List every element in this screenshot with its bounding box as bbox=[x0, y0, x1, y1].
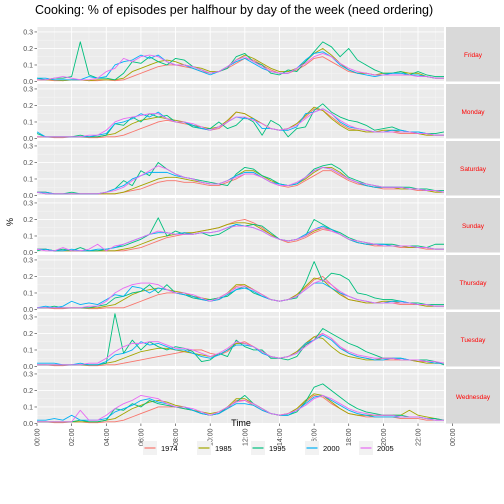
x-tick-label: 00:00 bbox=[35, 428, 42, 446]
facet-label: Tuesday bbox=[461, 337, 486, 344]
y-tick-label: 0.3 bbox=[23, 86, 33, 93]
panel-sunday: 0.0 0.1 0.2 0.3 Sunday bbox=[23, 198, 500, 257]
x-tick-label: 12:00 bbox=[242, 428, 249, 446]
y-tick-label: 0.1 bbox=[23, 404, 33, 411]
facet-label: Monday bbox=[461, 109, 485, 116]
panel-wednesday: 0.0 0.1 0.2 0.3 Wednesday bbox=[23, 369, 500, 428]
series-line-1995 bbox=[37, 261, 444, 309]
facet-label: Friday bbox=[464, 52, 483, 59]
y-tick-label: 0.1 bbox=[23, 233, 33, 240]
y-tick-label: 0.3 bbox=[23, 143, 33, 150]
y-tick-label: 0.1 bbox=[23, 62, 33, 69]
legend: 1974 1985 1995 2000 2005 bbox=[143, 441, 394, 455]
panels: 0.00.10.20.3Friday0.00.10.20.3Monday0.00… bbox=[23, 27, 500, 428]
legend-label: 2005 bbox=[377, 444, 394, 453]
x-axis: 00:00 02:00 04:00 06:00 08:00 10:00 12:00 14:00… bbox=[35, 423, 457, 446]
panel-friday: 0.0 0.1 0.2 0.3 Friday bbox=[23, 27, 500, 86]
series-line-2005 bbox=[37, 279, 444, 309]
y-tick-label: 0.2 bbox=[23, 388, 33, 395]
panel-monday: 0.0 0.1 0.2 0.3 Monday bbox=[23, 84, 500, 143]
series-line-2005 bbox=[36, 165, 445, 195]
series-line-2000 bbox=[37, 51, 444, 81]
y-axis-title: % bbox=[5, 218, 15, 226]
series-line-2005 bbox=[37, 394, 444, 423]
x-tick-label: 16:00 bbox=[312, 428, 319, 446]
facet-strip bbox=[446, 141, 500, 196]
y-tick-label: 0.0 bbox=[23, 421, 33, 428]
facet-strip bbox=[446, 27, 500, 82]
legend-label: 2000 bbox=[323, 444, 340, 453]
x-tick-label: 04:00 bbox=[104, 428, 111, 446]
panel-tuesday: 0.0 0.1 0.2 0.3 Tuesday bbox=[23, 312, 500, 371]
y-tick-label: 0.1 bbox=[23, 347, 33, 354]
legend-item-1995: 1995 bbox=[251, 441, 286, 455]
y-tick-label: 0.2 bbox=[23, 331, 33, 338]
panel-background bbox=[37, 312, 444, 367]
series-line-2005 bbox=[37, 108, 444, 138]
y-tick-label: 0.2 bbox=[23, 46, 33, 53]
y-tick-label: 0.1 bbox=[23, 290, 33, 297]
facet-label: Thursday bbox=[459, 280, 487, 287]
y-tick-label: 0.0 bbox=[23, 364, 33, 371]
x-axis-title: Time bbox=[231, 418, 251, 428]
legend-item-2000: 2000 bbox=[305, 441, 340, 455]
series-line-2000 bbox=[37, 394, 444, 421]
facet-label: Saturday bbox=[460, 166, 487, 173]
y-tick-label: 0.0 bbox=[23, 136, 33, 143]
panel-thursday: 0.0 0.1 0.2 0.3 Thursday bbox=[23, 255, 500, 314]
facet-strip bbox=[446, 84, 500, 139]
facet-label: Sunday bbox=[462, 223, 485, 230]
legend-label: 1995 bbox=[269, 444, 286, 453]
y-tick-label: 0.2 bbox=[23, 274, 33, 281]
x-tick-label: 08:00 bbox=[173, 428, 180, 446]
panel-background bbox=[37, 141, 444, 196]
facet-label: Wednesday bbox=[456, 394, 491, 401]
series-line-2005 bbox=[37, 333, 445, 366]
y-tick-label: 0.1 bbox=[23, 119, 33, 126]
legend-label: 1985 bbox=[215, 444, 232, 453]
x-tick-label: 10:00 bbox=[208, 428, 215, 446]
panel-background bbox=[37, 84, 444, 139]
legend-item-1985: 1985 bbox=[197, 441, 232, 455]
series-line-1995 bbox=[37, 313, 445, 366]
x-tick-label: 14:00 bbox=[277, 428, 284, 446]
panel-background bbox=[37, 369, 444, 424]
x-tick-label: 02:00 bbox=[69, 428, 76, 446]
series-line-1995 bbox=[36, 103, 445, 138]
y-tick-label: 0.0 bbox=[23, 79, 33, 86]
y-tick-label: 0.3 bbox=[23, 314, 33, 321]
x-tick-label: 00:00 bbox=[450, 428, 457, 446]
x-tick-label: 22:00 bbox=[416, 428, 423, 446]
series-line-2005 bbox=[36, 225, 444, 252]
series-line-1995 bbox=[37, 383, 445, 423]
legend-item-1974: 1974 bbox=[143, 441, 178, 455]
y-tick-label: 0.2 bbox=[23, 217, 33, 224]
panel-saturday: 0.0 0.1 0.2 0.3 Saturday bbox=[23, 141, 500, 200]
y-tick-label: 0.0 bbox=[23, 307, 33, 314]
x-tick-label: 20:00 bbox=[381, 428, 388, 446]
legend-item-2005: 2005 bbox=[359, 441, 394, 455]
series-line-1995 bbox=[36, 41, 444, 81]
x-tick-label: 18:00 bbox=[346, 428, 353, 446]
y-tick-label: 0.3 bbox=[23, 257, 33, 264]
series-line-2000 bbox=[37, 334, 444, 366]
y-tick-label: 0.3 bbox=[23, 29, 33, 36]
y-tick-label: 0.0 bbox=[23, 250, 33, 257]
y-tick-label: 0.3 bbox=[23, 200, 33, 207]
y-tick-label: 0.1 bbox=[23, 176, 33, 183]
facet-strip bbox=[446, 198, 500, 253]
x-tick-label: 06:00 bbox=[138, 428, 145, 446]
y-tick-label: 0.3 bbox=[23, 371, 33, 378]
facet-strip bbox=[446, 255, 500, 310]
legend-label: 1974 bbox=[161, 444, 178, 453]
series-line-2005 bbox=[37, 52, 444, 81]
facet-strip bbox=[446, 312, 500, 367]
y-tick-label: 0.0 bbox=[23, 193, 33, 200]
y-tick-label: 0.2 bbox=[23, 160, 33, 167]
facet-strip bbox=[446, 369, 500, 424]
y-tick-label: 0.2 bbox=[23, 103, 33, 110]
chart-title: Cooking: % of episodes per halfhour by d… bbox=[35, 3, 433, 17]
